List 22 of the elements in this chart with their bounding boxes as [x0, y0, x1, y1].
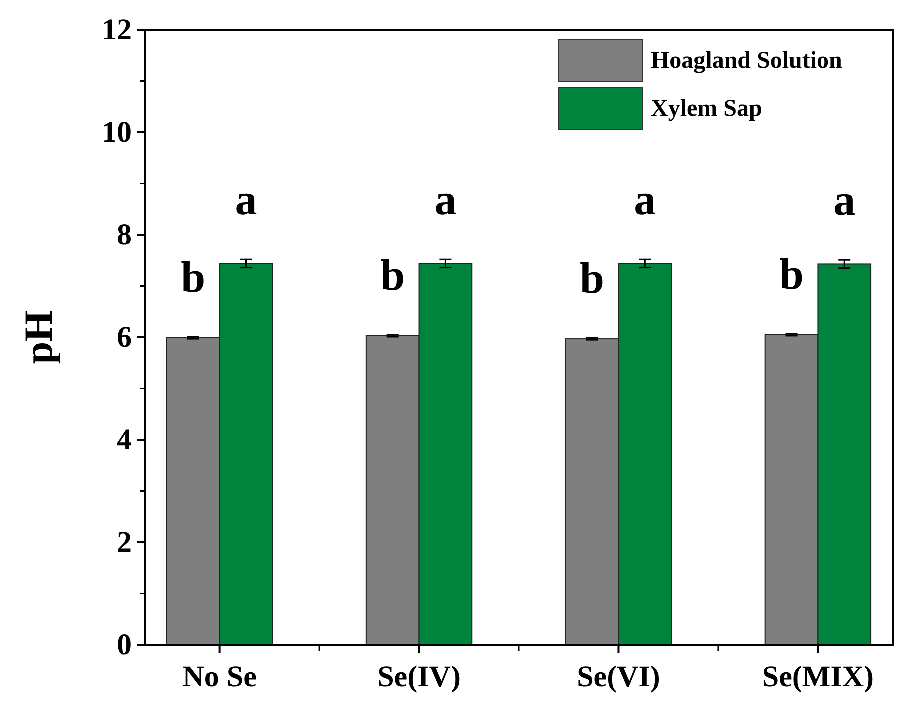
y-tick-label: 8 [117, 218, 132, 252]
annotation: b [181, 252, 206, 302]
y-tick-label: 2 [117, 526, 132, 560]
y-tick-label: 6 [117, 321, 132, 354]
legend-label: Xylem Sap [651, 96, 762, 122]
y-tick-label: 10 [102, 116, 132, 150]
x-tick-label: No Se [182, 660, 257, 694]
x-tick-label: Se(VI) [577, 660, 660, 694]
annotation: b [580, 254, 605, 304]
annotation: a [235, 176, 258, 225]
y-axis-title: pH [16, 310, 61, 364]
annotation: a [834, 176, 856, 226]
annotation: b [380, 250, 406, 300]
y-tick-label: 12 [102, 14, 132, 47]
annotation: b [780, 250, 804, 299]
y-tick-label: 4 [117, 424, 132, 457]
annotation: a [634, 176, 656, 225]
x-tick-label: Se(IV) [378, 660, 461, 694]
x-tick-label: Se(MIX) [762, 660, 874, 694]
y-tick-label: 0 [117, 628, 132, 662]
legend-label: Hoagland Solution [651, 48, 842, 74]
annotation: a [434, 176, 457, 225]
